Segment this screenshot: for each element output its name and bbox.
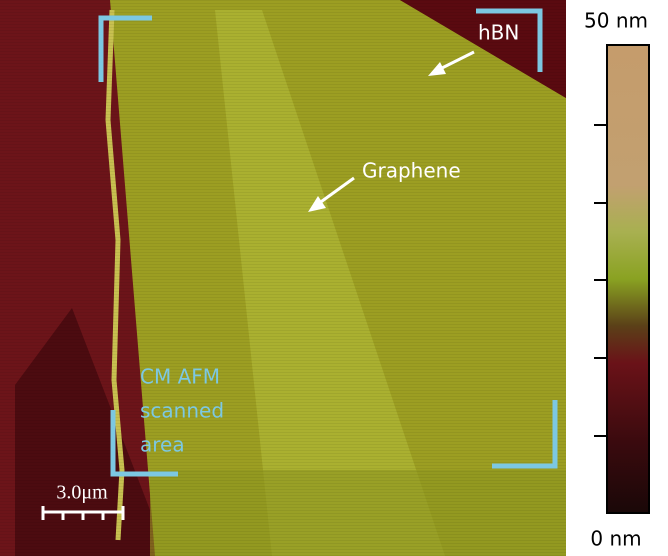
arrows bbox=[308, 50, 475, 212]
scale-bar-label: 3.0μm bbox=[56, 482, 108, 504]
arrowhead bbox=[428, 62, 446, 76]
colorbar-ticks bbox=[594, 124, 607, 437]
arrow bbox=[317, 176, 355, 206]
bracket bbox=[98, 15, 152, 82]
afm-image bbox=[0, 0, 566, 556]
colorbar-max: 50 nm bbox=[584, 9, 648, 33]
label-scan-area: scanned bbox=[140, 399, 224, 423]
colorbar-min: 0 nm bbox=[590, 527, 641, 551]
bracket bbox=[492, 400, 558, 469]
bracket bbox=[110, 410, 178, 477]
arrowhead bbox=[308, 196, 326, 212]
colorbar: 50 nm 0 nm bbox=[584, 9, 650, 551]
label-graphene: Graphene bbox=[362, 159, 461, 183]
label-hbn: hBN bbox=[478, 21, 519, 45]
label-scan-area: CM AFM bbox=[140, 365, 220, 389]
arrow bbox=[437, 50, 475, 72]
label-scan-area: area bbox=[140, 433, 185, 457]
scale-bar bbox=[41, 506, 125, 520]
bracket bbox=[476, 8, 543, 72]
scan-brackets bbox=[98, 8, 558, 477]
scan-lines bbox=[0, 0, 566, 556]
colorbar-gradient bbox=[606, 44, 650, 514]
